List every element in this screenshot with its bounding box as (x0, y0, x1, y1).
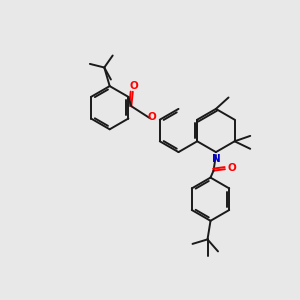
Text: N: N (212, 154, 220, 164)
Text: O: O (129, 81, 138, 91)
Text: O: O (148, 112, 157, 122)
Text: O: O (227, 163, 236, 173)
